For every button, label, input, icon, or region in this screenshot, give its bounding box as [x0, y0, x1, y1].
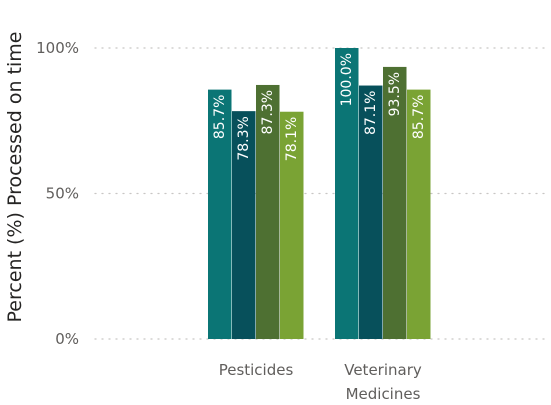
y-tick-label: 100%	[36, 39, 79, 57]
data-label: 100.0%	[339, 53, 355, 106]
y-axis-title: Percent (%) Processed on time	[4, 32, 26, 323]
bar	[280, 111, 304, 339]
x-axis-categories: Pesticides Veterinary Medicines	[219, 361, 422, 403]
bar	[208, 89, 232, 339]
data-label: 85.7%	[212, 95, 228, 139]
x-category-label: Veterinary	[344, 361, 422, 379]
data-label: 78.1%	[284, 117, 300, 161]
y-axis-ticks: 0% 50% 100%	[36, 39, 79, 348]
bar	[383, 66, 407, 339]
bar	[232, 111, 256, 339]
x-category-label: Medicines	[346, 385, 421, 403]
data-label: 85.7%	[411, 95, 427, 139]
data-label: 87.3%	[260, 90, 276, 134]
data-label: 93.5%	[387, 72, 403, 116]
bar	[256, 84, 280, 339]
x-category-label: Pesticides	[219, 361, 294, 379]
bar	[335, 48, 359, 339]
y-tick-label: 0%	[55, 330, 79, 348]
data-label: 87.1%	[363, 91, 379, 135]
gridlines	[94, 47, 549, 340]
bars	[208, 48, 431, 339]
y-tick-label: 50%	[46, 185, 79, 203]
data-label: 78.3%	[236, 116, 252, 160]
bar	[407, 89, 431, 339]
data-labels: 85.7% 78.3% 87.3% 78.1% 100.0% 87.1% 93.5% 85.7…	[212, 53, 427, 161]
bar	[359, 85, 383, 339]
